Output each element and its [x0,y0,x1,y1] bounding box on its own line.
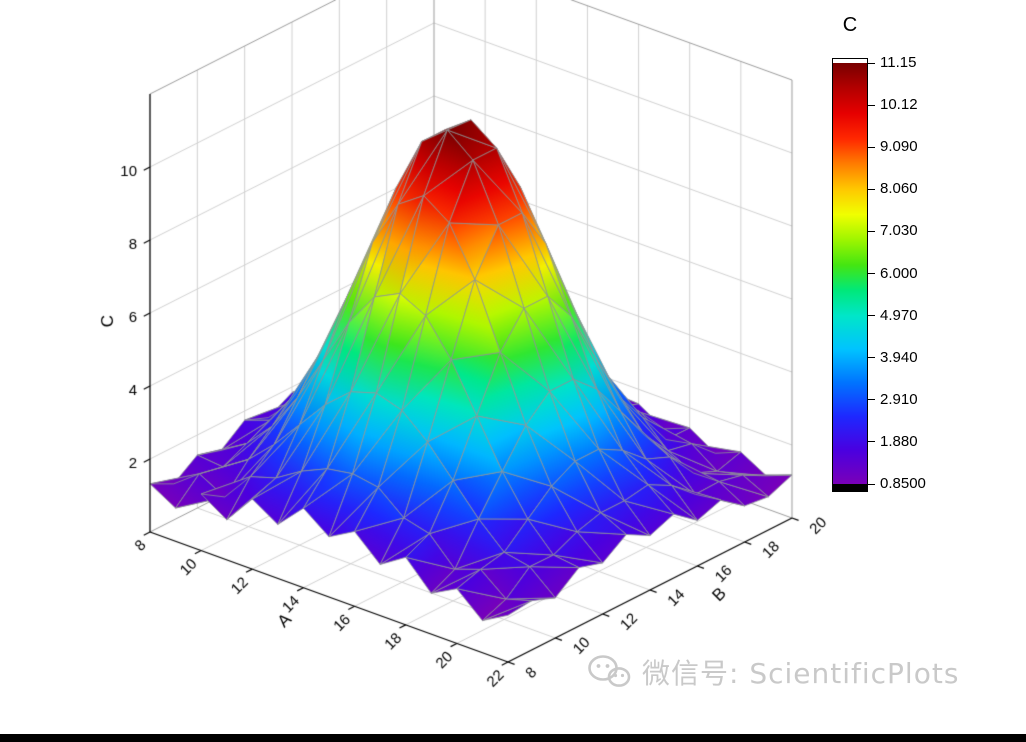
colorbar-gradient [833,63,867,484]
watermark: 微信号: ScientificPlots [586,652,959,692]
colorbar [832,58,868,492]
bottom-bar [0,734,1026,742]
wechat-icon [588,655,631,687]
colorbar-title: C [842,14,858,36]
watermark-text: 微信号: ScientificPlots [642,657,960,690]
colorbar-above-range-band [833,59,867,63]
colorbar-below-range-band [833,484,867,491]
